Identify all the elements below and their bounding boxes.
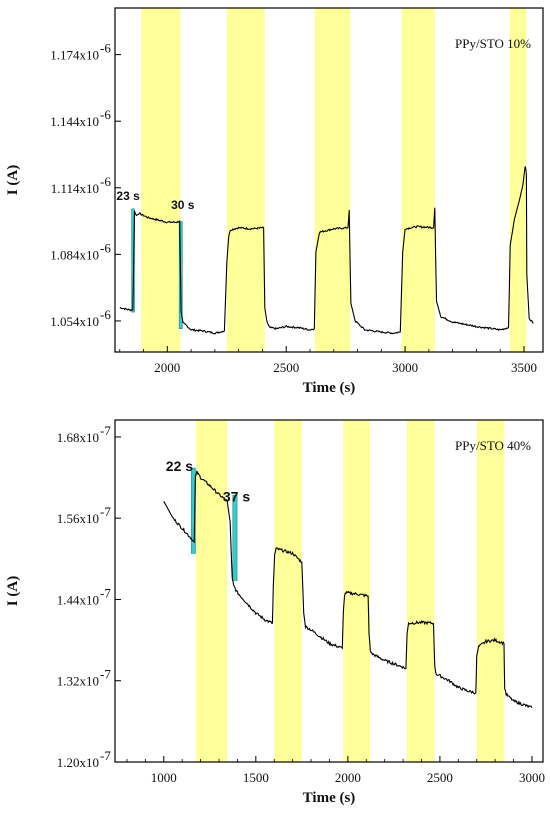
light-band (406, 420, 435, 762)
x-tick-label: 1500 (243, 770, 269, 785)
light-band (509, 8, 527, 352)
y-tick-label: 1.32x10 (57, 674, 99, 689)
y-tick-exponent: -7 (100, 748, 111, 763)
light-band (476, 420, 505, 762)
response-time-label: 37 s (223, 488, 250, 504)
x-tick-label: 3000 (392, 360, 418, 375)
y-tick-label: 1.144x10 (50, 114, 99, 129)
y-tick-exponent: -7 (100, 667, 111, 682)
light-band (274, 420, 302, 762)
y-tick-label: 1.68x10 (57, 430, 99, 445)
x-tick-label: 2000 (335, 770, 361, 785)
response-time-label: 22 s (166, 458, 193, 474)
response-time-marker (232, 494, 238, 581)
light-band (195, 420, 228, 762)
y-tick-label: 1.084x10 (50, 247, 99, 262)
x-tick-label: 2000 (154, 360, 180, 375)
y-tick-exponent: -6 (100, 240, 111, 255)
y-tick-exponent: -6 (100, 307, 111, 322)
photocurrent-trace (119, 166, 534, 335)
plot-frame (114, 419, 544, 763)
plot-frame (114, 7, 544, 353)
y-tick-exponent: -7 (100, 585, 111, 600)
y-axis-label: I (A) (5, 165, 21, 195)
y-tick-exponent: -7 (100, 504, 111, 519)
x-tick-label: 2500 (427, 770, 453, 785)
y-tick-label: 1.114x10 (51, 181, 99, 196)
response-time-marker (131, 208, 135, 313)
response-time-marker (191, 467, 196, 554)
light-band (141, 8, 181, 352)
y-tick-label: 1.174x10 (50, 48, 99, 63)
response-time-label: 30 s (171, 198, 195, 212)
y-tick-label: 1.20x10 (57, 755, 99, 770)
y-tick-label: 1.56x10 (57, 511, 99, 526)
light-band (314, 8, 351, 352)
response-time-label: 23 s (116, 189, 140, 203)
y-tick-exponent: -7 (100, 423, 111, 438)
x-tick-label: 1000 (151, 770, 177, 785)
y-tick-exponent: -6 (100, 107, 111, 122)
light-band (226, 8, 265, 352)
y-axis-label: I (A) (5, 576, 21, 606)
x-axis-label: Time (s) (303, 790, 356, 806)
x-tick-label: 3000 (519, 770, 545, 785)
light-band (401, 8, 435, 352)
y-tick-exponent: -6 (100, 41, 111, 56)
x-tick-label: 3500 (511, 360, 537, 375)
x-axis-label: Time (s) (303, 380, 356, 396)
light-band (343, 420, 370, 762)
legend-label: PPy/STO 10% (455, 36, 531, 51)
y-tick-label: 1.44x10 (57, 592, 99, 607)
photocurrent-trace (163, 470, 533, 709)
y-tick-label: 1.054x10 (50, 314, 99, 329)
x-tick-label: 2500 (273, 360, 299, 375)
y-tick-exponent: -6 (100, 174, 111, 189)
legend-label: PPy/STO 40% (455, 438, 531, 453)
